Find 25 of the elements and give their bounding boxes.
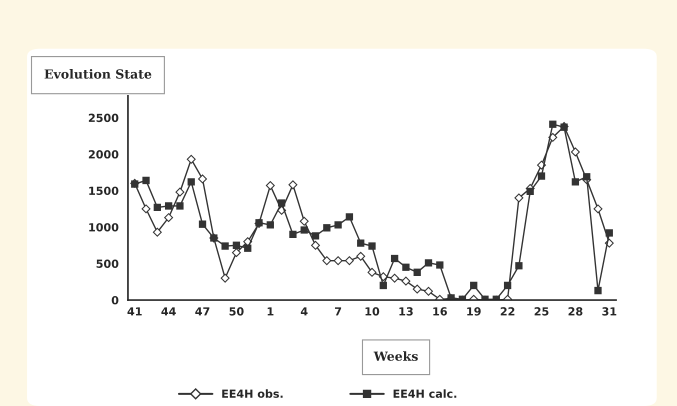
x-tick-label: 7 xyxy=(334,307,342,316)
y-tick-label: 500 xyxy=(96,260,118,268)
legend-label: EE4H obs. xyxy=(222,389,283,398)
y-tick-label: 2500 xyxy=(88,114,118,122)
x-tick-label: 28 xyxy=(568,307,582,316)
x-tick-label: 50 xyxy=(230,307,244,316)
x-tick-label: 1 xyxy=(268,307,274,316)
x-tick-label: 10 xyxy=(366,307,380,316)
x-tick-label: 41 xyxy=(128,307,142,316)
x-tick-label: 16 xyxy=(433,307,447,316)
y-axis-title: Evolution State xyxy=(44,69,152,79)
x-tick-label: 47 xyxy=(195,307,210,316)
x-tick-label: 22 xyxy=(500,307,514,316)
x-tick-label: 25 xyxy=(534,307,548,316)
y-tick-label: 1000 xyxy=(89,223,118,232)
y-tick-label: 2000 xyxy=(88,150,118,159)
x-tick-label: 13 xyxy=(399,307,413,316)
legend-label: EE4H calc. xyxy=(394,389,456,398)
x-tick-label: 19 xyxy=(467,307,481,316)
x-axis-title: Weeks xyxy=(374,351,418,361)
x-tick-label: 4 xyxy=(300,307,308,316)
x-tick-label: 31 xyxy=(602,307,616,316)
y-tick-label: 0 xyxy=(112,296,118,304)
y-tick-label: 1500 xyxy=(89,186,118,196)
x-tick-label: 44 xyxy=(161,307,176,316)
